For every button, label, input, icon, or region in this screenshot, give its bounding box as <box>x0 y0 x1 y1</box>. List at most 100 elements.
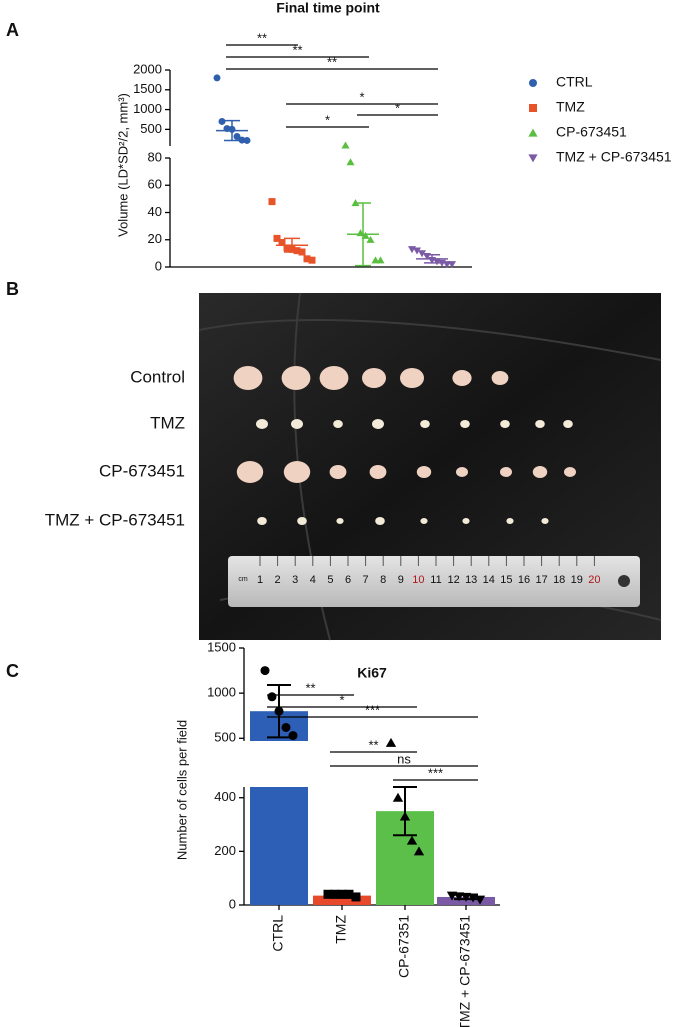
tumor-sample <box>456 467 468 477</box>
tumor-sample <box>532 466 548 478</box>
tumor-sample <box>563 420 573 428</box>
y-tick-label: 40 <box>148 204 162 219</box>
data-point <box>392 792 404 802</box>
row-label: CP-673451 <box>99 461 185 480</box>
tumor-sample <box>416 466 432 478</box>
significance-label: * <box>325 112 330 127</box>
significance-label: ** <box>257 30 267 45</box>
row-label: TMZ + CP-673451 <box>45 510 185 529</box>
data-point <box>273 234 281 242</box>
data-point <box>323 889 333 899</box>
tumor-sample <box>535 420 545 428</box>
error-bar <box>224 119 240 142</box>
y-tick-label: 200 <box>214 843 236 858</box>
ruler-number: 4 <box>310 574 316 586</box>
tumor-sample <box>256 419 268 429</box>
y-tick-label: 1000 <box>207 685 236 700</box>
tumor-sample <box>281 366 311 390</box>
tumor-sample <box>491 371 509 385</box>
data-point <box>453 892 465 902</box>
panel-label: B <box>6 279 19 299</box>
ruler-unit: cm <box>238 576 248 583</box>
significance-label: *** <box>365 702 380 717</box>
data-point <box>268 198 276 206</box>
ruler-number: 16 <box>518 574 530 586</box>
data-point <box>243 136 251 144</box>
ruler-number: 12 <box>447 574 459 586</box>
y-axis-label: Number of cells per field <box>174 720 189 860</box>
y-tick-label: 60 <box>148 177 162 192</box>
significance-label: ** <box>292 42 302 57</box>
significance-label: *** <box>428 765 443 780</box>
tumor-sample <box>400 368 424 388</box>
x-tick-label: TMZ <box>333 915 349 944</box>
tumor-sample <box>462 518 470 524</box>
tumor-sample <box>233 366 263 390</box>
tumor-sample <box>297 517 307 525</box>
y-axis-label: Volume (LD*SD²/2, mm³) <box>115 93 130 237</box>
ruler-number: 19 <box>571 574 583 586</box>
tumor-sample <box>420 518 428 524</box>
y-tick-label: 500 <box>140 121 162 136</box>
ruler-number: 20 <box>588 574 600 586</box>
x-tick-label: CTRL <box>270 915 286 952</box>
data-point <box>474 895 486 905</box>
ruler-number: 14 <box>483 574 495 586</box>
tumor-sample <box>452 370 472 386</box>
error-bar <box>284 237 300 253</box>
ruler-number: 6 <box>345 574 351 586</box>
y-tick-label: 0 <box>229 896 236 911</box>
data-point <box>233 133 241 140</box>
data-point <box>344 889 354 899</box>
data-point <box>288 731 298 741</box>
ruler-number: 3 <box>292 574 298 586</box>
data-point <box>281 722 291 732</box>
error-bar <box>424 253 440 264</box>
data-point <box>376 256 385 264</box>
axis-break-gap <box>249 741 309 787</box>
tumor-sample <box>564 467 576 477</box>
data-point <box>283 244 291 252</box>
tumor-sample <box>283 461 311 483</box>
tumor-sample <box>500 467 512 477</box>
ruler-hole <box>618 575 630 587</box>
ruler-number: 2 <box>275 574 281 586</box>
significance-label: * <box>339 692 344 707</box>
legend-marker <box>528 128 538 137</box>
y-tick-label: 1500 <box>133 81 162 96</box>
data-point <box>412 247 422 255</box>
data-point <box>385 737 397 747</box>
tumor-sample <box>333 420 343 428</box>
data-point <box>460 892 472 902</box>
ruler-number: 10 <box>412 574 424 586</box>
ruler-number: 7 <box>363 574 369 586</box>
y-tick-label: 2000 <box>133 61 162 76</box>
data-point <box>447 261 457 269</box>
tumor-sample <box>420 420 430 428</box>
x-tick-label: CP-67351 <box>396 915 412 978</box>
data-point <box>260 666 270 676</box>
chart-title: Final time point <box>276 0 380 16</box>
y-tick-label: 20 <box>148 231 162 246</box>
ruler-number: 15 <box>500 574 512 586</box>
data-point <box>417 250 427 258</box>
tumor-sample <box>372 419 384 429</box>
ruler-number: 8 <box>380 574 386 586</box>
tumor-sample <box>336 518 344 524</box>
tumor-sample <box>329 465 347 479</box>
significance-label: * <box>395 100 400 115</box>
error-bar <box>355 202 371 267</box>
legend-label: TMZ <box>556 99 585 115</box>
ruler-number: 18 <box>553 574 565 586</box>
bar <box>250 711 308 905</box>
y-tick-label: 500 <box>214 730 236 745</box>
data-point <box>303 255 311 263</box>
ruler-number: 5 <box>327 574 333 586</box>
y-tick-label: 1000 <box>133 101 162 116</box>
tumor-sample <box>362 368 386 388</box>
row-label: TMZ <box>150 413 185 432</box>
legend-marker <box>528 154 538 163</box>
data-point <box>346 158 355 166</box>
